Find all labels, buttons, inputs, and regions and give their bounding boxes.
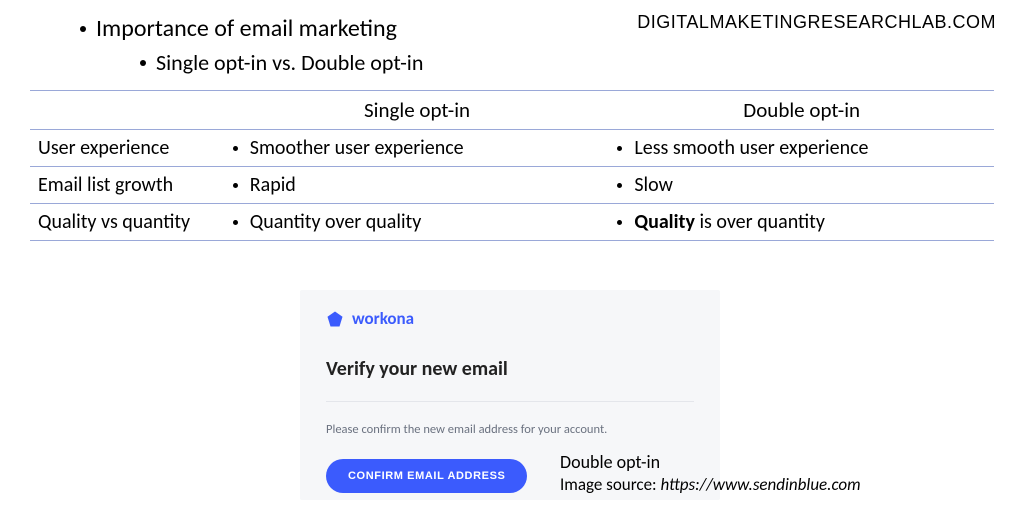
comparison-table: Single opt-in Double opt-in User experie…	[30, 90, 994, 241]
confirm-email-button[interactable]: CONFIRM EMAIL ADDRESS	[326, 459, 527, 493]
mockup-caption: Double opt-in Image source: https://www.…	[560, 450, 861, 497]
table-header-single: Single opt-in	[225, 91, 610, 130]
table-header-empty	[30, 91, 225, 130]
bullet-icon	[80, 26, 86, 32]
row-cell: Quality is over quantity	[609, 204, 994, 241]
workona-logo-icon	[326, 310, 344, 328]
row-cell-text: Quantity over quality	[250, 210, 422, 234]
brand-name: workona	[352, 308, 414, 329]
caption-source: Image source: https://www.sendinblue.com	[560, 474, 861, 497]
caption-source-url: https://www.sendinblue.com	[660, 474, 860, 495]
row-label: Email list growth	[30, 167, 225, 204]
table-header-double: Double opt-in	[609, 91, 994, 130]
row-cell: Rapid	[225, 167, 610, 204]
table-row: Quality vs quantity Quantity over quality…	[30, 204, 994, 241]
row-cell: Quantity over quality	[225, 204, 610, 241]
table-row: User experience Smoother user experience L…	[30, 130, 994, 167]
row-cell: Less smooth user experience	[609, 130, 994, 167]
header-bullet-1-text: Importance of email marketing	[96, 14, 397, 43]
caption-source-prefix: Image source:	[560, 474, 660, 495]
row-cell-text: Rapid	[250, 173, 296, 197]
table-header-row: Single opt-in Double opt-in	[30, 91, 994, 130]
row-label: User experience	[30, 130, 225, 167]
bullet-icon	[233, 220, 238, 225]
bullet-icon	[140, 60, 146, 66]
watermark-text: DIGITALMAKETINGRESEARCHLAB.COM	[637, 12, 996, 33]
bullet-icon	[233, 146, 238, 151]
row-cell-text: Smoother user experience	[250, 136, 464, 160]
row-cell-text: Less smooth user experience	[634, 136, 868, 160]
confirm-message: Please confirm the new email address for…	[326, 422, 694, 437]
row-cell-text: Slow	[634, 173, 673, 197]
header-bullet-2-text: Single opt-in vs. Double opt-in	[156, 49, 423, 76]
verify-title: Verify your new email	[326, 357, 694, 381]
bullet-icon	[617, 220, 622, 225]
row-label: Quality vs quantity	[30, 204, 225, 241]
row-cell: Slow	[609, 167, 994, 204]
bullet-icon	[617, 183, 622, 188]
table-row: Email list growth Rapid Slow	[30, 167, 994, 204]
caption-line-1: Double opt-in	[560, 450, 861, 474]
brand-row: workona	[326, 308, 694, 329]
divider	[326, 401, 694, 402]
bullet-icon	[233, 183, 238, 188]
row-cell-text: Quality is over quantity	[634, 210, 825, 234]
header-bullet-2: Single opt-in vs. Double opt-in	[140, 49, 994, 76]
row-cell: Smoother user experience	[225, 130, 610, 167]
bullet-icon	[617, 146, 622, 151]
